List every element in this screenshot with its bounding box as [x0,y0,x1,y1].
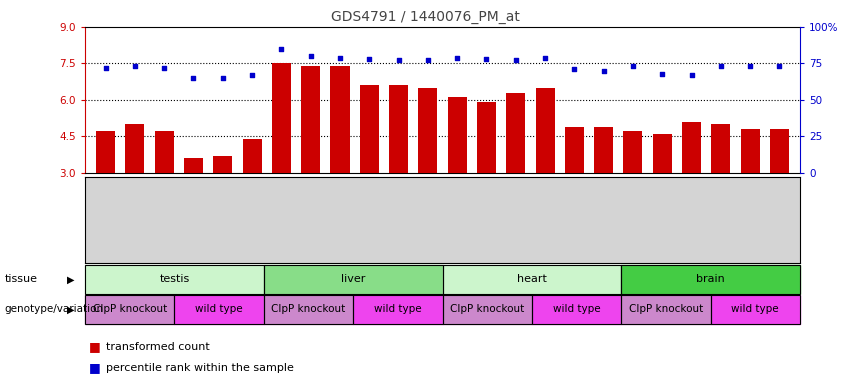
Bar [770,129,789,173]
Text: liver: liver [341,274,365,285]
Bar [360,85,379,173]
Point [480,56,494,62]
Text: wild type: wild type [732,304,779,314]
Point [157,65,171,71]
Bar [535,88,555,173]
Text: ClpP knockout: ClpP knockout [629,304,703,314]
Bar [624,131,643,173]
Point [129,63,142,70]
Point [597,68,610,74]
Point [626,63,640,70]
Point [538,55,551,61]
Point [655,71,669,77]
Text: testis: testis [159,274,190,285]
Bar [653,134,671,173]
Point [773,63,786,70]
Bar [740,129,760,173]
Point [714,63,728,70]
Point [743,63,757,70]
Point [245,72,259,78]
Text: wild type: wild type [374,304,421,314]
Bar [184,158,203,173]
Bar [155,131,174,173]
Point [304,53,317,59]
Point [363,56,376,62]
Text: ■: ■ [89,361,101,374]
Text: brain: brain [696,274,725,285]
Bar [301,66,320,173]
Point [334,55,347,61]
Point [450,55,464,61]
Bar [594,127,614,173]
Point [391,57,405,63]
Point [509,57,523,63]
Point [568,66,581,72]
Text: heart: heart [517,274,547,285]
Bar [389,85,408,173]
Bar [96,131,115,173]
Bar [506,93,525,173]
Text: ■: ■ [89,340,101,353]
Bar [565,127,584,173]
Point [216,75,230,81]
Text: ClpP knockout: ClpP knockout [271,304,346,314]
Text: ▶: ▶ [67,274,74,285]
Bar [214,156,232,173]
Text: tissue: tissue [4,274,37,285]
Text: transformed count: transformed count [106,342,210,352]
Text: percentile rank within the sample: percentile rank within the sample [106,363,294,373]
Point [186,75,200,81]
Point [275,46,288,52]
Text: ▶: ▶ [67,304,74,314]
Bar [682,122,701,173]
Bar [271,63,291,173]
Bar [448,98,466,173]
Point [99,65,112,71]
Bar [330,66,350,173]
Bar [243,139,261,173]
Text: ClpP knockout: ClpP knockout [450,304,524,314]
Text: ClpP knockout: ClpP knockout [93,304,167,314]
Bar [125,124,145,173]
Bar [477,102,496,173]
Bar [419,88,437,173]
Bar [711,124,730,173]
Text: GDS4791 / 1440076_PM_at: GDS4791 / 1440076_PM_at [331,10,520,23]
Text: wild type: wild type [553,304,600,314]
Text: wild type: wild type [196,304,243,314]
Text: genotype/variation: genotype/variation [4,304,103,314]
Point [421,57,435,63]
Point [685,72,699,78]
